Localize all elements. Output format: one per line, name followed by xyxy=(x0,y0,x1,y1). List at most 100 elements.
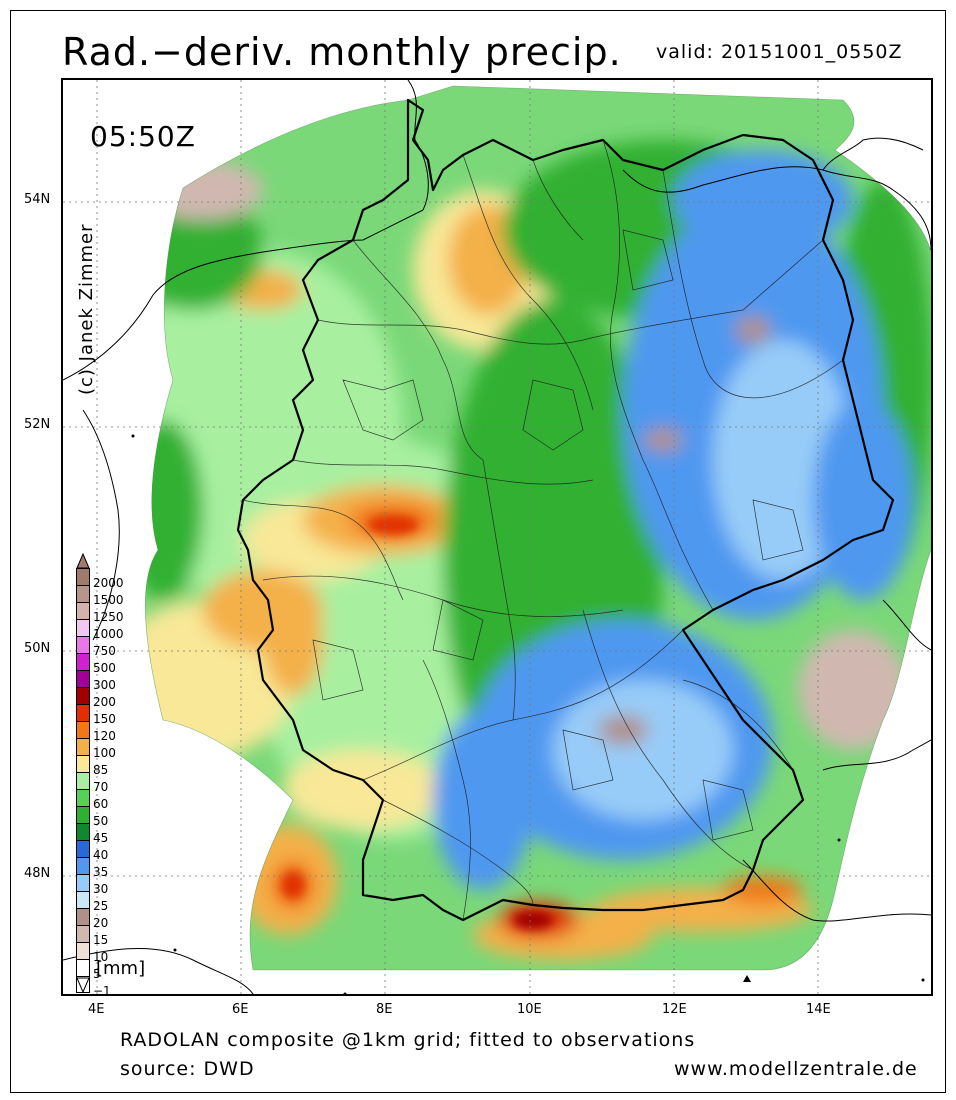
legend-label: 1250 xyxy=(93,610,124,624)
legend-row: 200 xyxy=(76,687,146,708)
legend-row: 35 xyxy=(76,857,146,878)
legend-row: 60 xyxy=(76,789,146,810)
legend-row: 30 xyxy=(76,874,146,895)
legend-label: 1500 xyxy=(93,593,124,607)
legend-row: 85 xyxy=(76,755,146,776)
legend-label: 50 xyxy=(93,814,109,828)
legend-swatch xyxy=(76,823,90,840)
legend-swatch xyxy=(76,670,90,687)
legend-bottom-arrow xyxy=(76,977,90,993)
legend-row: 500 xyxy=(76,653,146,674)
legend-swatch xyxy=(76,908,90,925)
legend-row: 45 xyxy=(76,823,146,844)
legend-label: 300 xyxy=(93,678,116,692)
lon-tick-6e: 6E xyxy=(232,1002,249,1017)
district-borders xyxy=(242,139,844,921)
footer-composite-note: RADOLAN composite @1km grid; fitted to o… xyxy=(120,1029,696,1051)
precipitation-map xyxy=(61,78,933,996)
legend-row: 150 xyxy=(76,704,146,725)
legend-label: 60 xyxy=(93,797,109,811)
legend-row: 120 xyxy=(76,721,146,742)
lon-tick-14e: 14E xyxy=(806,1002,831,1017)
legend-row: 10 xyxy=(76,942,146,963)
legend-row: 1250 xyxy=(76,602,146,623)
footer-website: www.modellzentrale.de xyxy=(674,1058,918,1080)
legend-top-arrow xyxy=(76,553,90,569)
legend-row: 100 xyxy=(76,738,146,759)
valid-time: valid: 20151001_0550Z xyxy=(656,41,903,63)
legend-swatch xyxy=(76,704,90,721)
coastlines xyxy=(63,80,931,994)
legend-row: 40 xyxy=(76,840,146,861)
legend-label: 5 xyxy=(93,967,101,981)
legend-row: 20 xyxy=(76,908,146,929)
legend-label: 70 xyxy=(93,780,109,794)
lat-tick-52n: 52N xyxy=(24,417,51,432)
legend-label: 45 xyxy=(93,831,109,845)
lat-tick-48n: 48N xyxy=(24,866,51,881)
map-markers xyxy=(131,434,925,994)
legend-label: 25 xyxy=(93,899,109,913)
legend-swatch xyxy=(76,568,90,585)
legend-row: 25 xyxy=(76,891,146,912)
legend-swatch xyxy=(76,857,90,874)
legend-unit: [mm] xyxy=(96,958,146,979)
legend-swatch xyxy=(76,959,90,976)
legend-label: 120 xyxy=(93,729,116,743)
legend-label: 15 xyxy=(93,933,109,947)
legend-row: 50 xyxy=(76,806,146,827)
legend-swatch xyxy=(76,772,90,789)
radar-field xyxy=(145,86,931,970)
legend-swatch xyxy=(76,942,90,959)
legend-label: 200 xyxy=(93,695,116,709)
legend-label: 100 xyxy=(93,746,116,760)
legend-swatch xyxy=(76,925,90,942)
legend-label: 1000 xyxy=(93,627,124,641)
legend-row: 750 xyxy=(76,636,146,657)
legend-label: 2000 xyxy=(93,576,124,590)
legend-row: 1500 xyxy=(76,585,146,606)
map-title: Rad.−deriv. monthly precip. xyxy=(62,30,622,74)
legend-swatch xyxy=(76,891,90,908)
map-canvas xyxy=(63,80,931,994)
legend-label: 35 xyxy=(93,865,109,879)
legend-label: 150 xyxy=(93,712,116,726)
legend-label: 750 xyxy=(93,644,116,658)
legend-row: 15 xyxy=(76,925,146,946)
legend-swatch xyxy=(76,636,90,653)
legend-label: 20 xyxy=(93,916,109,930)
color-legend: 2000 1500 1250 1000 750 500 300 200 150 120 100 85 7… xyxy=(76,553,146,997)
legend-row: 70 xyxy=(76,772,146,793)
germany-border xyxy=(236,98,895,922)
legend-swatch xyxy=(76,721,90,738)
legend-swatch xyxy=(76,738,90,755)
lat-tick-50n: 50N xyxy=(24,641,51,656)
legend-label: 10 xyxy=(93,950,109,964)
credit-text: (c) Janek Zimmer xyxy=(76,223,97,395)
legend-row: 1000 xyxy=(76,619,146,640)
lat-tick-54n: 54N xyxy=(24,192,51,207)
time-label: 05:50Z xyxy=(90,120,196,153)
legend-swatch xyxy=(76,874,90,891)
legend-label: 40 xyxy=(93,848,109,862)
legend-label: 30 xyxy=(93,882,109,896)
legend-row: 300 xyxy=(76,670,146,691)
legend-swatch xyxy=(76,840,90,857)
legend-label: −1 xyxy=(93,984,111,998)
legend-row: 2000 xyxy=(76,568,146,589)
legend-row: 5 xyxy=(76,959,146,980)
legend-swatch xyxy=(76,789,90,806)
legend-swatch xyxy=(76,619,90,636)
legend-swatch xyxy=(76,602,90,619)
lon-tick-12e: 12E xyxy=(662,1002,687,1017)
legend-label: 85 xyxy=(93,763,109,777)
lon-tick-8e: 8E xyxy=(376,1002,393,1017)
legend-swatch xyxy=(76,653,90,670)
lon-tick-4e: 4E xyxy=(88,1002,105,1017)
lon-tick-10e: 10E xyxy=(517,1002,542,1017)
legend-swatch xyxy=(76,585,90,602)
footer-source: source: DWD xyxy=(120,1058,255,1080)
legend-swatch xyxy=(76,806,90,823)
legend-swatch xyxy=(76,755,90,772)
legend-label: 500 xyxy=(93,661,116,675)
